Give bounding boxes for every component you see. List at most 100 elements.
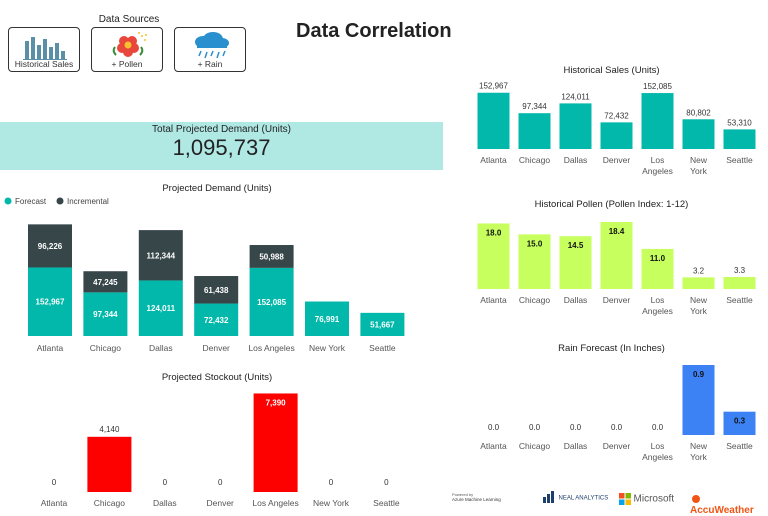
category-label-seattle: Seattle	[726, 295, 753, 305]
incremental-bar-dallas[interactable]	[138, 230, 183, 281]
data-label-denver: 18.4	[609, 227, 625, 236]
stockout-bar-los-angeles[interactable]	[253, 393, 298, 492]
data-label-new-york: 80,802	[686, 108, 711, 117]
category-label-atlanta: Atlanta	[37, 343, 64, 353]
forecast-bar-denver[interactable]	[194, 303, 239, 336]
data-label-denver: 0.0	[611, 423, 623, 432]
pollen-label: + Pollen	[111, 59, 143, 69]
bar-atlanta[interactable]	[477, 223, 510, 289]
microsoft-label: Microsoft	[633, 493, 675, 505]
data-label-los-angeles: 11.0	[650, 254, 666, 263]
chart-title: Projected Demand (Units)	[162, 183, 271, 194]
data-label-seattle: 0.3	[734, 417, 746, 426]
rain-label: + Rain	[197, 59, 223, 69]
bar-atlanta[interactable]	[477, 92, 510, 149]
incremental-bar-los-angeles[interactable]	[249, 245, 294, 268]
data-label-los-angeles: 0.0	[652, 423, 664, 432]
legend-forecast-marker	[4, 197, 12, 205]
category-label-new-york: York	[690, 306, 707, 316]
incremental-bar-denver[interactable]	[194, 276, 239, 304]
total-demand-value: 1,095,737	[172, 135, 271, 160]
stockout-bar-chicago[interactable]	[87, 436, 132, 492]
azure-ml-logo: Powered by Azure Machine Learning	[452, 492, 532, 502]
category-label-seattle: Seattle	[369, 343, 396, 353]
bar-los-angeles[interactable]	[641, 248, 674, 289]
data-label-atlanta: 18.0	[486, 228, 502, 237]
data-label-seattle: 3.3	[734, 266, 746, 275]
bar-seattle[interactable]	[723, 411, 756, 435]
bar-chicago[interactable]	[518, 234, 551, 289]
forecast-label-atlanta: 152,967	[36, 298, 65, 307]
incremental-label-chicago: 47,245	[93, 278, 118, 287]
data-label-dallas: 0.0	[570, 423, 582, 432]
stockout-label-denver: 0	[218, 478, 223, 487]
category-label-los-angeles: Los Angeles	[248, 343, 294, 353]
category-label-seattle: Seattle	[726, 441, 753, 451]
forecast-bar-new-york[interactable]	[305, 301, 349, 336]
accuweather-label: AccuWeather	[690, 505, 754, 516]
stockout-label-dallas: 0	[163, 478, 168, 487]
powered-by-label: Powered by	[452, 492, 474, 497]
bar-new-york[interactable]	[682, 119, 715, 149]
data-label-chicago: 15.0	[527, 239, 543, 248]
bar-seattle[interactable]	[723, 129, 756, 149]
forecast-bar-seattle[interactable]	[360, 312, 405, 336]
forecast-label-denver: 72,432	[204, 316, 229, 325]
historical-sales-chart: Historical Sales (Units) 152,967 Atlanta 97…	[477, 65, 756, 176]
bar-new-york[interactable]	[682, 365, 715, 435]
category-label-seattle: Seattle	[726, 155, 753, 165]
projected-stockout-chart: Projected Stockout (Units) 0 Atlanta 4,140 C…	[41, 372, 400, 508]
total-demand-label: Total Projected Demand (Units)	[152, 124, 291, 135]
historical-sales-label: Historical Sales	[14, 59, 74, 69]
forecast-bar-atlanta[interactable]	[28, 267, 72, 336]
category-label-chicago: Chicago	[94, 498, 125, 508]
category-label-atlanta: Atlanta	[480, 441, 507, 451]
forecast-bar-dallas[interactable]	[138, 280, 183, 336]
flower-icon	[112, 32, 147, 57]
bar-dallas[interactable]	[559, 103, 592, 149]
category-label-los-angeles: Los	[651, 441, 665, 451]
rain-cloud-icon	[195, 32, 229, 59]
stockout-label-chicago: 4,140	[99, 425, 120, 434]
rain-forecast-chart: Rain Forecast (In Inches) 0.0 Atlanta 0.0 Ch…	[480, 343, 756, 462]
category-label-new-york: New York	[309, 343, 346, 353]
forecast-label-seattle: 51,667	[370, 320, 395, 329]
chart-title: Rain Forecast (In Inches)	[558, 343, 665, 354]
historical-sales-button[interactable]: Historical Sales	[8, 27, 80, 72]
category-label-los-angeles: Los	[651, 295, 665, 305]
chart-title: Projected Stockout (Units)	[162, 372, 272, 383]
bar-chicago[interactable]	[518, 113, 551, 149]
category-label-los-angeles: Angeles	[642, 166, 673, 176]
stockout-label-new-york: 0	[329, 478, 334, 487]
data-label-new-york: 0.9	[693, 370, 705, 379]
category-label-atlanta: Atlanta	[480, 155, 507, 165]
legend-incremental-marker	[56, 197, 64, 205]
bar-dallas[interactable]	[559, 236, 592, 289]
page-title: Data Correlation	[296, 20, 452, 42]
pollen-button[interactable]: + Pollen	[91, 27, 163, 72]
data-label-atlanta: 152,967	[479, 82, 508, 91]
category-label-denver: Denver	[603, 295, 631, 305]
incremental-bar-chicago[interactable]	[83, 271, 128, 293]
category-label-new-york: New	[690, 155, 708, 165]
neal-analytics-icon	[543, 491, 554, 503]
category-label-los-angeles: Los Angeles	[252, 498, 298, 508]
chart-title: Historical Sales (Units)	[563, 65, 659, 76]
incremental-bar-atlanta[interactable]	[28, 224, 72, 268]
bar-denver[interactable]	[600, 122, 633, 149]
category-label-chicago: Chicago	[90, 343, 121, 353]
bar-new-york[interactable]	[682, 277, 715, 289]
bar-denver[interactable]	[600, 222, 633, 289]
data-label-seattle: 53,310	[727, 118, 752, 127]
forecast-bar-los-angeles[interactable]	[249, 267, 294, 336]
rain-button[interactable]: + Rain	[174, 27, 246, 72]
forecast-bar-chicago[interactable]	[83, 292, 128, 336]
forecast-label-dallas: 124,011	[147, 304, 176, 313]
data-label-chicago: 97,344	[522, 102, 547, 111]
bar-los-angeles[interactable]	[641, 93, 674, 149]
bar-seattle[interactable]	[723, 276, 756, 289]
category-label-chicago: Chicago	[519, 295, 550, 305]
category-label-denver: Denver	[603, 155, 631, 165]
legend-forecast-label: Forecast	[15, 197, 47, 206]
bar-chart-icon	[23, 37, 67, 60]
